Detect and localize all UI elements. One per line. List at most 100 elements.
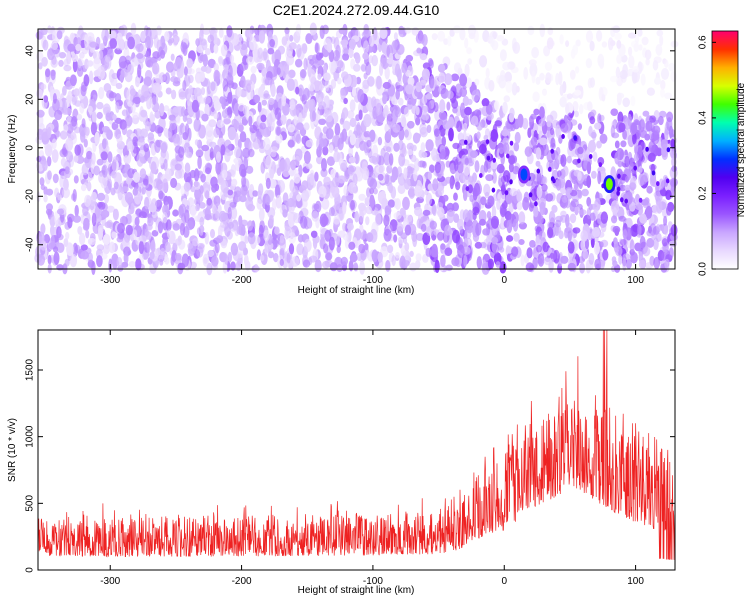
spectrogram-cell bbox=[205, 167, 212, 175]
spectrogram-cell bbox=[64, 166, 70, 175]
spectrogram-cell bbox=[131, 111, 139, 119]
x-tick-label: -100 bbox=[363, 275, 383, 286]
spectrogram-cell bbox=[482, 228, 490, 236]
spectrogram-cell bbox=[514, 131, 521, 144]
spectrogram-cell bbox=[354, 53, 361, 64]
spectrogram-cell bbox=[506, 235, 514, 242]
spectrogram-cell bbox=[555, 72, 560, 86]
spectrogram-cell bbox=[51, 149, 59, 163]
spectrogram-cell bbox=[574, 110, 579, 118]
spectrogram-cell bbox=[616, 186, 621, 192]
spectrogram-cell bbox=[384, 173, 390, 185]
spectrogram-cell bbox=[342, 52, 350, 61]
spectrogram-cell bbox=[542, 89, 547, 96]
x-tick-label: -100 bbox=[363, 576, 383, 587]
spectrogram-cell bbox=[57, 208, 64, 215]
spectrogram-cell bbox=[100, 175, 108, 189]
spectrogram-cell bbox=[193, 118, 201, 132]
spectrogram-cell bbox=[403, 176, 411, 190]
spectrogram-cell bbox=[425, 192, 433, 206]
spectrogram-cell bbox=[243, 254, 249, 266]
spectrogram-cell bbox=[333, 215, 341, 225]
spectrogram-cell bbox=[294, 155, 301, 167]
spectrogram-cell bbox=[45, 188, 54, 196]
spectrogram-cell bbox=[47, 48, 55, 61]
spectrogram-cell bbox=[313, 34, 319, 40]
spectrogram-cell bbox=[447, 116, 455, 129]
spectrogram-cell bbox=[62, 85, 67, 96]
spectrogram-cell bbox=[525, 262, 534, 272]
spectrogram-cell bbox=[334, 123, 341, 137]
spectrogram-cell bbox=[59, 130, 68, 140]
spectrogram-cell bbox=[464, 106, 472, 116]
spectrogram-cell bbox=[529, 62, 538, 77]
spectrogram-cell bbox=[597, 170, 602, 185]
spectrogram-cell bbox=[379, 62, 384, 76]
spectrogram-cell bbox=[174, 253, 182, 261]
y-tick-label: -20 bbox=[25, 189, 36, 204]
spectrogram-cell bbox=[502, 101, 508, 115]
spectrogram-cell bbox=[551, 204, 558, 213]
spectrogram-cell bbox=[150, 240, 156, 252]
spectrogram-cell bbox=[415, 117, 421, 126]
spectrogram-cell bbox=[669, 151, 677, 159]
spectrogram-cell bbox=[174, 169, 183, 180]
spectrogram-cell bbox=[341, 264, 347, 271]
spectrogram-cell bbox=[234, 146, 241, 159]
spectrogram-cell bbox=[447, 35, 452, 47]
spectrogram-cell bbox=[162, 178, 169, 193]
spectrogram-cell bbox=[377, 136, 383, 146]
spectrogram-cell bbox=[202, 28, 211, 35]
spectrogram-cell bbox=[247, 148, 255, 158]
spectrogram-cell bbox=[317, 73, 322, 80]
spectrogram-cell bbox=[406, 100, 413, 110]
spectrogram-cell bbox=[127, 100, 133, 107]
spectrogram-cell bbox=[637, 28, 643, 37]
spectrogram-cell bbox=[334, 201, 341, 210]
spectrogram-cell bbox=[116, 257, 123, 268]
spectrogram-cell bbox=[529, 240, 536, 248]
spectrogram-cell bbox=[390, 174, 397, 183]
spectrogram-cell bbox=[282, 209, 288, 218]
spectrogram-cell bbox=[431, 33, 438, 41]
spectrogram-cell bbox=[258, 224, 264, 238]
spectrogram-cell bbox=[136, 53, 144, 59]
spectrogram-cell bbox=[596, 140, 602, 149]
spectrogram-cell bbox=[319, 84, 324, 91]
spectrogram-cell bbox=[50, 69, 56, 81]
spectrogram-cell bbox=[265, 177, 271, 190]
spectrogram-cell bbox=[328, 144, 334, 154]
spectrogram-cell bbox=[598, 87, 604, 101]
spectrogram-cell bbox=[367, 147, 373, 159]
spectrogram-cell bbox=[386, 113, 394, 122]
spectrogram-cell bbox=[165, 87, 172, 95]
spectrogram-cell bbox=[72, 189, 77, 202]
spectrogram-cell bbox=[326, 156, 335, 167]
snr-y-axis-label: SNR (10 * v/v) bbox=[7, 418, 18, 482]
spectrogram-cell bbox=[179, 222, 185, 236]
spectrogram-cell bbox=[323, 72, 331, 81]
spectrogram-cell bbox=[216, 119, 225, 128]
spectrogram-cell bbox=[333, 49, 341, 62]
spectrogram-cell bbox=[56, 264, 64, 271]
spectrogram-cell bbox=[204, 231, 209, 245]
spectrogram-cell bbox=[404, 242, 410, 252]
spectrogram-cell bbox=[195, 38, 201, 47]
spectrogram-cell bbox=[180, 106, 186, 117]
spectrogram-cell bbox=[102, 244, 110, 255]
spectrogram-cell bbox=[185, 147, 190, 158]
spectrogram-cell bbox=[132, 136, 139, 147]
spectrogram-cell bbox=[483, 160, 489, 173]
spectrogram-cell bbox=[533, 205, 539, 218]
spectrogram-cell bbox=[50, 58, 58, 68]
spectrogram-cell bbox=[180, 185, 185, 197]
spectrogram-cell bbox=[589, 77, 596, 88]
spectrogram-cell bbox=[597, 113, 602, 125]
spectrogram-cell bbox=[577, 189, 583, 199]
spectrogram-cell bbox=[450, 73, 460, 82]
spectrogram-cell bbox=[199, 216, 205, 227]
spectrogram-hotspot bbox=[520, 168, 528, 181]
spectrogram-cell bbox=[399, 255, 406, 270]
spectrogram-cell bbox=[488, 80, 495, 92]
spectrogram-cell bbox=[412, 144, 417, 152]
